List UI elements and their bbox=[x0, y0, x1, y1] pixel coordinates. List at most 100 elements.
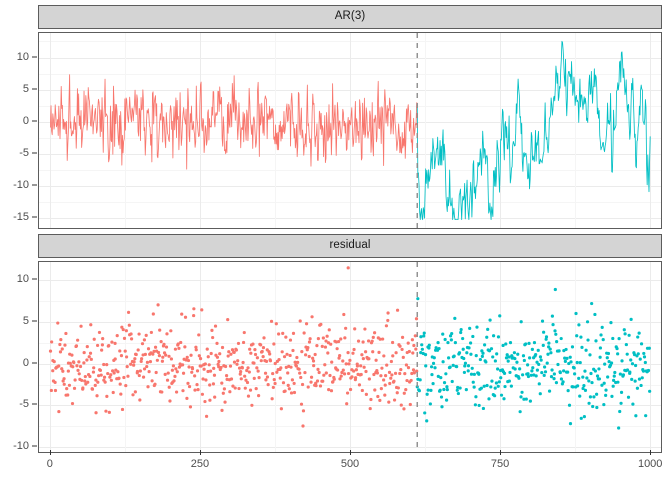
scatter-point bbox=[312, 364, 316, 368]
scatter-point bbox=[171, 364, 175, 368]
scatter-point bbox=[392, 398, 397, 402]
scatter-point bbox=[575, 360, 579, 365]
scatter-point bbox=[463, 364, 467, 368]
scatter-point bbox=[603, 362, 607, 366]
scatter-point bbox=[450, 331, 454, 336]
scatter-point bbox=[185, 355, 189, 360]
scatter-point bbox=[117, 376, 121, 380]
scatter-point bbox=[352, 369, 356, 373]
scatter-point bbox=[326, 351, 330, 355]
scatter-point bbox=[418, 378, 422, 382]
scatter-point bbox=[544, 337, 548, 341]
scatter-point bbox=[458, 386, 462, 390]
scatter-point bbox=[212, 373, 217, 377]
scatter-point bbox=[95, 343, 100, 348]
scatter-point bbox=[440, 405, 444, 409]
scatter-point bbox=[401, 355, 405, 359]
scatter-point bbox=[109, 373, 113, 377]
scatter-point bbox=[542, 330, 546, 334]
scatter-point bbox=[271, 371, 275, 376]
scatter-point bbox=[143, 352, 147, 356]
scatter-point bbox=[196, 388, 200, 392]
scatter-point bbox=[582, 383, 586, 388]
scatter-point bbox=[428, 402, 432, 406]
scatter-point bbox=[363, 327, 367, 331]
gridline-minor-vertical bbox=[425, 33, 426, 228]
scatter-point bbox=[236, 341, 241, 346]
gridline-major-vertical bbox=[500, 33, 502, 228]
scatter-point bbox=[437, 346, 441, 351]
scatter-point bbox=[331, 380, 335, 384]
scatter-point bbox=[311, 356, 315, 360]
scatter-point bbox=[268, 359, 273, 363]
scatter-point bbox=[412, 343, 416, 348]
scatter-point bbox=[393, 371, 398, 375]
scatter-point bbox=[404, 388, 408, 392]
scatter-point bbox=[321, 336, 325, 340]
scatter-point bbox=[187, 365, 191, 369]
scatter-point bbox=[641, 369, 646, 373]
scatter-point bbox=[482, 384, 486, 388]
scatter-point bbox=[238, 372, 242, 376]
scatter-point bbox=[315, 379, 320, 383]
scatter-point bbox=[606, 351, 611, 356]
residual-points-before bbox=[48, 303, 419, 428]
scatter-point bbox=[381, 337, 385, 341]
scatter-point bbox=[524, 342, 528, 346]
scatter-point bbox=[204, 378, 208, 382]
gridline-minor-vertical bbox=[425, 262, 426, 452]
scatter-point bbox=[145, 360, 150, 364]
scatter-point bbox=[63, 343, 67, 347]
x-tick-label: 500 bbox=[340, 458, 360, 470]
scatter-point bbox=[424, 364, 428, 368]
scatter-point bbox=[433, 366, 437, 370]
scatter-point bbox=[357, 383, 362, 387]
scatter-point bbox=[388, 381, 392, 386]
scatter-point bbox=[323, 345, 328, 349]
scatter-point bbox=[76, 368, 80, 372]
scatter-point bbox=[233, 386, 237, 390]
y-tick-mark bbox=[32, 120, 37, 122]
scatter-point bbox=[399, 367, 403, 372]
scatter-point bbox=[455, 388, 459, 392]
scatter-point bbox=[85, 358, 89, 362]
scatter-point bbox=[186, 358, 191, 363]
scatter-point bbox=[113, 341, 117, 345]
scatter-point bbox=[284, 335, 288, 339]
scatter-point bbox=[413, 334, 417, 338]
scatter-point bbox=[379, 374, 383, 378]
scatter-point bbox=[563, 359, 567, 363]
scatter-point bbox=[56, 321, 60, 325]
x-tick-label: 0 bbox=[46, 458, 53, 470]
scatter-point bbox=[353, 327, 357, 331]
scatter-point bbox=[609, 321, 613, 325]
scatter-point bbox=[453, 341, 457, 345]
scatter-point bbox=[314, 381, 318, 385]
scatter-point bbox=[436, 374, 440, 378]
scatter-point bbox=[340, 370, 344, 375]
scatter-point bbox=[243, 374, 247, 378]
scatter-point bbox=[552, 377, 556, 381]
scatter-point bbox=[459, 327, 463, 332]
scatter-point bbox=[190, 367, 195, 371]
scatter-point bbox=[256, 369, 260, 373]
scatter-point-outlier bbox=[416, 297, 420, 301]
scatter-point bbox=[339, 337, 343, 341]
scatter-point bbox=[419, 351, 423, 355]
scatter-point bbox=[485, 383, 489, 388]
y-tick-mark bbox=[32, 445, 37, 447]
scatter-point bbox=[211, 382, 216, 386]
scatter-point bbox=[281, 381, 286, 385]
scatter-point bbox=[508, 370, 512, 375]
scatter-point bbox=[380, 366, 384, 370]
scatter-point bbox=[232, 350, 236, 355]
scatter-point bbox=[466, 364, 471, 368]
scatter-point bbox=[52, 360, 56, 364]
scatter-point bbox=[355, 364, 359, 368]
gridline-major-vertical bbox=[350, 262, 351, 452]
gridline-major-vertical bbox=[199, 33, 201, 228]
scatter-point bbox=[190, 370, 194, 374]
scatter-point bbox=[222, 387, 226, 391]
x-tick-label: 750 bbox=[490, 458, 510, 470]
scatter-point bbox=[595, 405, 599, 410]
